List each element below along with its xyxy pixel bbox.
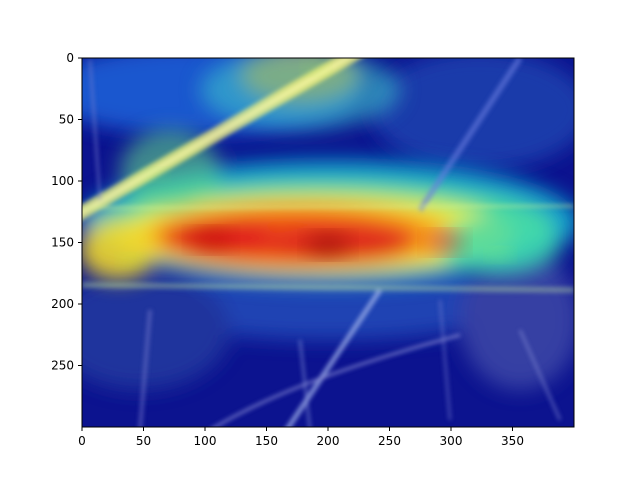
y-axis: 0 50 100 150 200 250 bbox=[51, 51, 82, 373]
hotspot-mark bbox=[303, 61, 328, 75]
x-tick-label: 100 bbox=[194, 434, 217, 448]
overlay-stems bbox=[82, 58, 574, 427]
hotspot-mark bbox=[306, 232, 350, 257]
x-tick-label: 150 bbox=[255, 434, 278, 448]
y-tick-label: 100 bbox=[51, 174, 74, 188]
y-tick-label: 250 bbox=[51, 359, 74, 373]
hotspot-mark bbox=[190, 228, 233, 252]
x-tick-label: 350 bbox=[501, 434, 524, 448]
hotspot-mark bbox=[425, 231, 465, 254]
x-tick-label: 250 bbox=[378, 434, 401, 448]
y-tick-label: 0 bbox=[66, 51, 74, 65]
plot-area bbox=[82, 58, 574, 427]
hotspot-mark bbox=[144, 168, 167, 181]
x-tick-label: 50 bbox=[136, 434, 151, 448]
hotspot-layer bbox=[119, 61, 513, 268]
y-tick-label: 200 bbox=[51, 297, 74, 311]
hotspot-mark bbox=[119, 254, 144, 268]
x-tick-label: 300 bbox=[440, 434, 463, 448]
x-tick-label: 200 bbox=[317, 434, 340, 448]
hotspot-mark bbox=[488, 248, 513, 262]
x-axis: 0 50 100 150 200 250 300 350 bbox=[78, 427, 524, 448]
x-tick-label: 0 bbox=[78, 434, 86, 448]
y-tick-label: 50 bbox=[59, 113, 74, 127]
y-tick-label: 150 bbox=[51, 236, 74, 250]
